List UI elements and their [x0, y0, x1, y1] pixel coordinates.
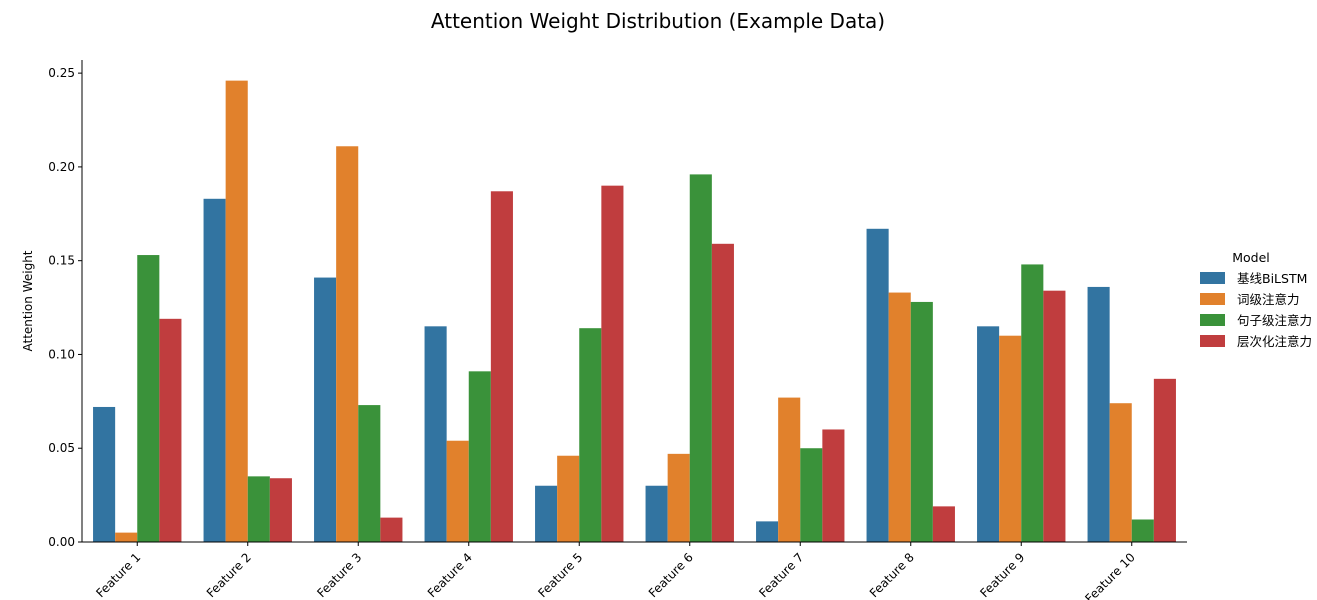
bar-1-feature-8 — [866, 228, 889, 543]
bar-1-feature-3 — [314, 277, 337, 542]
bar-2-feature-2 — [225, 80, 248, 542]
legend-swatch — [1200, 272, 1225, 284]
y-tick-label: 0.00 — [48, 535, 75, 549]
y-tick-label: 0.20 — [48, 160, 75, 174]
x-tick-label: Feature 10 — [1082, 550, 1137, 600]
bar-2-feature-6 — [667, 453, 690, 542]
bar-3-feature-10 — [1131, 519, 1154, 542]
bar-2-feature-8 — [888, 292, 911, 542]
bar-1-feature-10 — [1087, 286, 1110, 542]
bar-3-feature-7 — [800, 448, 823, 542]
bar-3-feature-8 — [910, 301, 933, 542]
bar-4-feature-7 — [822, 429, 845, 542]
x-tick-label: Feature 8 — [867, 550, 917, 600]
x-tick-label: Feature 3 — [314, 550, 364, 600]
bar-2-feature-7 — [778, 397, 801, 542]
legend-title: Model — [1232, 250, 1270, 265]
legend-label: 层次化注意力 — [1237, 334, 1312, 349]
bar-4-feature-8 — [932, 506, 955, 542]
bar-3-feature-4 — [468, 371, 491, 542]
x-tick-label: Feature 9 — [977, 550, 1027, 600]
y-tick-label: 0.15 — [48, 254, 75, 268]
bar-2-feature-5 — [557, 455, 580, 542]
bar-1-feature-9 — [977, 326, 1000, 542]
x-tick-label: Feature 1 — [93, 550, 143, 600]
bar-1-feature-7 — [756, 521, 779, 542]
bar-4-feature-9 — [1043, 290, 1066, 542]
chart-title: Attention Weight Distribution (Example D… — [431, 9, 885, 33]
bar-4-feature-2 — [269, 478, 292, 542]
x-tick-label: Feature 5 — [535, 550, 585, 600]
bar-3-feature-6 — [689, 174, 712, 542]
bar-3-feature-9 — [1021, 264, 1044, 542]
bar-1-feature-2 — [203, 198, 226, 543]
legend-swatch — [1200, 314, 1225, 326]
bar-2-feature-1 — [115, 532, 138, 542]
bar-3-feature-5 — [579, 328, 602, 542]
bar-4-feature-10 — [1153, 378, 1176, 542]
bars-group — [93, 80, 1176, 543]
bar-4-feature-3 — [380, 517, 403, 542]
legend-label: 基线BiLSTM — [1237, 271, 1307, 286]
bar-4-feature-1 — [159, 318, 182, 542]
bar-4-feature-6 — [711, 243, 734, 543]
x-tick-label: Feature 7 — [756, 550, 806, 600]
bar-3-feature-1 — [137, 255, 160, 543]
bar-1-feature-1 — [93, 406, 116, 542]
bar-3-feature-3 — [358, 405, 381, 542]
bar-2-feature-9 — [999, 335, 1022, 542]
bar-2-feature-4 — [446, 440, 469, 542]
y-axis-title: Attention Weight — [21, 250, 35, 351]
bar-2-feature-3 — [336, 146, 359, 542]
legend-label: 词级注意力 — [1237, 292, 1300, 307]
x-tick-label: Feature 2 — [204, 550, 254, 600]
legend-label: 句子级注意力 — [1237, 313, 1312, 328]
y-tick-label: 0.25 — [48, 66, 75, 80]
legend-swatch — [1200, 293, 1225, 305]
x-tick-label: Feature 6 — [646, 550, 696, 600]
y-tick-label: 0.10 — [48, 347, 75, 361]
bar-1-feature-4 — [424, 326, 447, 542]
legend-swatch — [1200, 335, 1225, 347]
bar-4-feature-5 — [601, 185, 624, 542]
bar-2-feature-10 — [1109, 403, 1132, 542]
x-tick-label: Feature 4 — [425, 550, 475, 600]
bar-1-feature-6 — [645, 485, 668, 542]
bar-3-feature-2 — [247, 476, 270, 542]
bar-4-feature-4 — [490, 191, 513, 542]
y-tick-label: 0.05 — [48, 441, 75, 455]
bar-1-feature-5 — [535, 485, 558, 542]
